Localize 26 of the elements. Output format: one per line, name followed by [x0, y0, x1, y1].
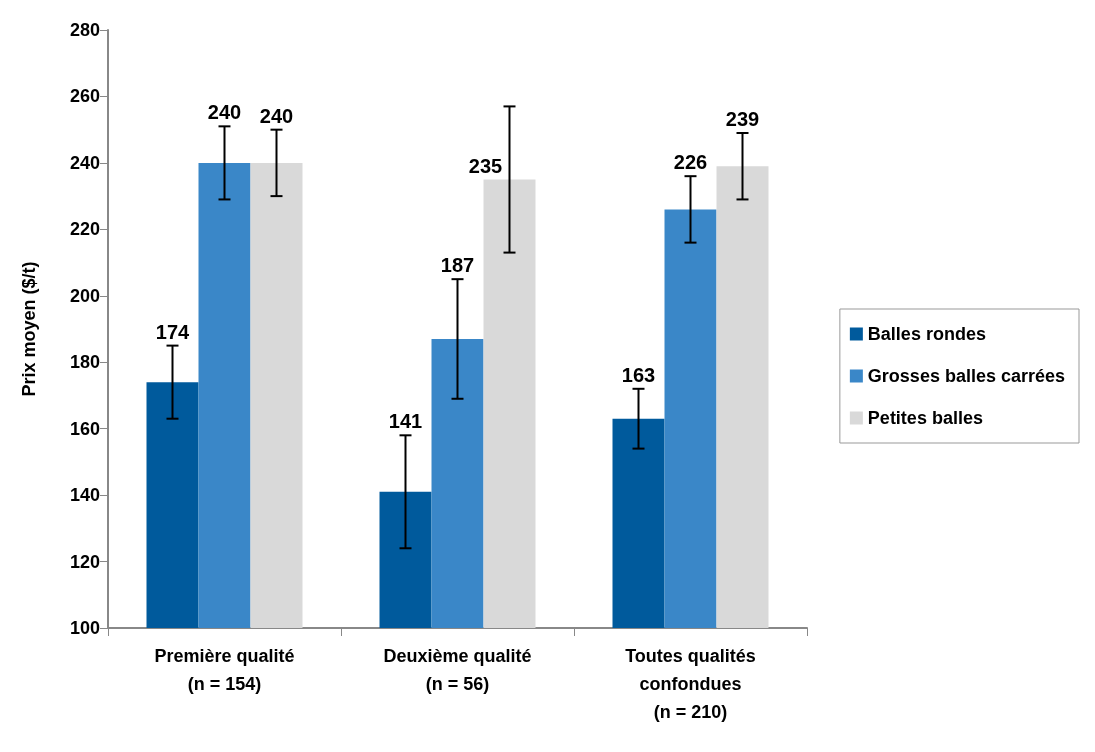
data-label: 240 — [259, 104, 294, 127]
data-label: 174 — [155, 320, 191, 343]
y-tick-label: 240 — [69, 152, 100, 173]
legend-label: Grosses balles carrées — [867, 366, 1065, 386]
y-tick-label: 140 — [69, 485, 100, 506]
data-label: 240 — [207, 101, 242, 124]
x-tick-label: Toutes qualités confondues (n = 210) — [625, 646, 756, 722]
y-tick-label: 100 — [69, 618, 100, 638]
x-tick-label: Première qualité (n = 154) — [154, 646, 295, 694]
y-tick-label: 220 — [69, 219, 100, 240]
y-tick-label: 280 — [69, 20, 100, 40]
data-label: 141 — [388, 410, 423, 433]
y-axis-title: Prix moyen ($/t) — [19, 261, 39, 397]
legend-label: Balles rondes — [867, 324, 986, 344]
data-label: 235 — [468, 154, 503, 177]
y-tick-label: 200 — [69, 285, 100, 306]
x-tick-label: Deuxième qualité (n = 56) — [383, 646, 532, 694]
legend-label: Petites balles — [867, 408, 983, 428]
data-label: 163 — [621, 363, 656, 386]
y-tick-label: 160 — [69, 418, 100, 439]
y-tick-label: 260 — [69, 86, 100, 107]
y-tick-label: 180 — [69, 352, 100, 373]
data-label: 226 — [673, 151, 708, 174]
y-tick-label: 120 — [69, 551, 100, 572]
data-label: 187 — [440, 254, 475, 277]
data-label: 239 — [725, 107, 760, 130]
